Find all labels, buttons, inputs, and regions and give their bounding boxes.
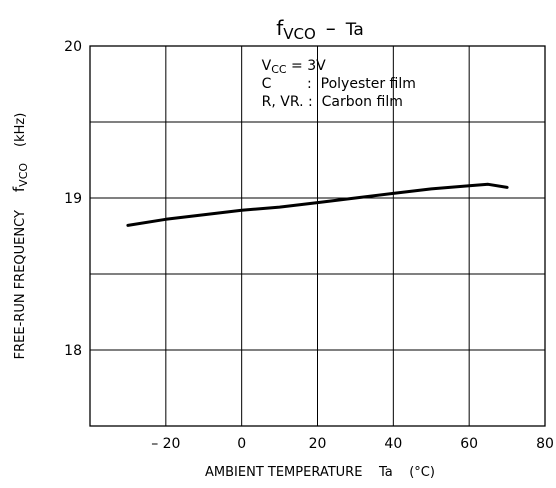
y-tick-label: 19 xyxy=(64,191,82,207)
annotation-capacitor: C : Polyester film xyxy=(262,76,416,92)
y-tick-label: 18 xyxy=(64,343,82,359)
x-axis-label: AMBIENT TEMPERATURE Ta (°C) xyxy=(205,465,435,480)
x-tick-label: 80 xyxy=(536,436,554,452)
annotation-resistor: R, VR. : Carbon film xyxy=(262,94,403,110)
x-tick-label: 20 xyxy=(309,436,327,452)
x-tick-label: – 20 xyxy=(151,436,180,452)
x-tick-label: 40 xyxy=(384,436,402,452)
series-line xyxy=(126,182,509,227)
x-tick-label: 60 xyxy=(460,436,478,452)
y-tick-labels: 18 19 20 xyxy=(64,39,82,359)
x-tick-label: 0 xyxy=(237,436,246,452)
series-layer xyxy=(126,182,509,227)
annotation-vcc: VCC = 3V xyxy=(262,58,326,76)
grid xyxy=(90,46,545,426)
plot-frame xyxy=(89,45,546,427)
chart-title: fVCO – Ta xyxy=(276,16,364,43)
x-tick-labels: – 20 0 20 40 60 80 xyxy=(151,436,554,452)
y-tick-label: 20 xyxy=(64,39,82,55)
y-axis-label: FREE-RUN FREQUENCYfVCO(kHz) xyxy=(10,113,30,360)
